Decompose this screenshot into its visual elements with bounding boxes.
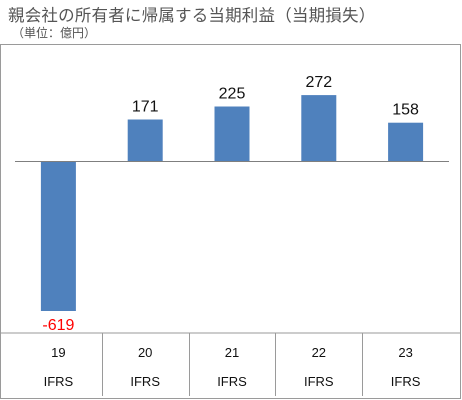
data-label: 171 <box>132 99 159 116</box>
x-tick-sublabel: IFRS <box>130 374 160 389</box>
chart-frame <box>0 44 461 399</box>
x-tick-sublabel: IFRS <box>44 374 74 389</box>
data-label: 225 <box>219 86 246 103</box>
x-tick-sublabel: IFRS <box>217 374 247 389</box>
data-label: -619 <box>42 317 74 334</box>
bar <box>301 95 337 161</box>
x-tick-label: 21 <box>225 345 239 360</box>
bar <box>388 122 424 161</box>
bar <box>127 119 163 161</box>
data-label: 158 <box>392 102 419 119</box>
chart-title: 親会社の所有者に帰属する当期利益（当期損失） <box>8 6 376 25</box>
bar <box>214 106 250 161</box>
x-tick-sublabel: IFRS <box>304 374 334 389</box>
data-label: 272 <box>305 74 332 91</box>
x-tick-label: 19 <box>51 345 65 360</box>
bar <box>40 161 76 311</box>
x-tick-label: 22 <box>312 345 326 360</box>
x-tick-label: 20 <box>138 345 152 360</box>
x-tick-sublabel: IFRS <box>391 374 421 389</box>
chart-unit-subtitle: （単位：億円） <box>12 26 97 40</box>
x-tick-label: 23 <box>398 345 412 360</box>
